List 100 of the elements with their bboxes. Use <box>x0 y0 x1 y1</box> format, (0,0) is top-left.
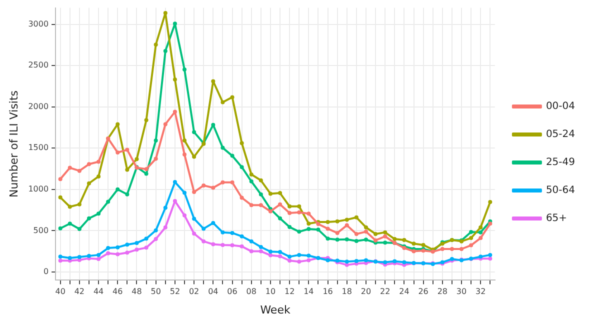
point <box>335 238 340 242</box>
point <box>163 122 168 126</box>
point <box>478 236 483 240</box>
point <box>469 230 474 234</box>
point <box>192 232 196 236</box>
point <box>116 245 120 250</box>
point <box>354 232 358 236</box>
point <box>172 22 177 26</box>
point <box>344 218 349 222</box>
point <box>240 196 244 200</box>
point <box>230 95 234 100</box>
point <box>364 230 368 234</box>
point <box>182 152 187 156</box>
point <box>202 239 206 244</box>
point <box>258 245 263 250</box>
point <box>383 230 388 234</box>
point <box>68 204 72 209</box>
point <box>96 212 101 216</box>
y-tick-label: 2500 <box>28 60 49 70</box>
point <box>392 237 397 242</box>
point <box>249 203 254 208</box>
x-tick-label: 52 <box>170 287 180 296</box>
point <box>249 179 254 184</box>
point <box>412 242 416 246</box>
point <box>106 200 110 204</box>
point <box>154 228 158 232</box>
point <box>268 253 272 258</box>
point <box>96 256 101 261</box>
x-tick-label: 24 <box>399 287 410 296</box>
x-tick-label: 30 <box>456 287 467 296</box>
point <box>220 230 225 234</box>
point <box>450 247 454 251</box>
point <box>383 234 388 238</box>
x-tick-label: 28 <box>437 287 448 296</box>
point <box>125 242 130 247</box>
point <box>306 212 311 216</box>
point <box>163 225 168 230</box>
point <box>211 122 216 127</box>
point <box>383 240 388 245</box>
legend-label: 25-49 <box>546 157 576 168</box>
point <box>306 254 311 258</box>
point <box>211 186 216 190</box>
point <box>288 258 292 263</box>
point <box>202 183 206 188</box>
point <box>68 256 72 260</box>
point <box>77 227 82 232</box>
point <box>326 236 330 241</box>
legend-label: 50-64 <box>546 185 576 196</box>
point <box>297 230 302 234</box>
point <box>230 180 234 184</box>
y-axis-title: Number of ILI Visits <box>7 90 20 198</box>
point <box>240 141 244 146</box>
y-tick-label: 3000 <box>28 19 49 28</box>
y-tick-label: 1000 <box>28 184 49 194</box>
point <box>478 225 483 230</box>
point <box>306 222 311 226</box>
point <box>154 237 158 242</box>
point <box>58 195 62 200</box>
x-tick-label: 26 <box>418 287 428 296</box>
point <box>58 258 62 263</box>
point <box>297 260 302 264</box>
x-tick-label: 02 <box>188 287 200 296</box>
point <box>344 237 349 242</box>
point <box>364 238 368 242</box>
point <box>96 174 101 178</box>
point <box>125 250 130 255</box>
point <box>106 251 110 256</box>
point <box>116 122 120 126</box>
point <box>297 204 302 208</box>
point <box>182 138 187 142</box>
point <box>278 250 282 254</box>
point <box>116 187 120 192</box>
point <box>202 226 206 231</box>
x-tick-label: 22 <box>380 287 390 296</box>
point <box>134 248 139 252</box>
point <box>211 220 216 225</box>
point <box>192 154 196 159</box>
x-tick-label: 12 <box>284 287 295 296</box>
point <box>402 260 406 264</box>
point <box>402 238 406 242</box>
point <box>383 260 388 264</box>
point <box>326 258 330 262</box>
point <box>68 166 72 170</box>
point <box>125 192 130 196</box>
point <box>335 230 340 235</box>
point <box>182 190 187 195</box>
point <box>297 252 302 257</box>
point <box>374 238 378 242</box>
point <box>86 181 91 186</box>
point <box>306 258 311 262</box>
point <box>58 177 62 182</box>
point <box>77 168 82 173</box>
point <box>364 258 368 262</box>
point <box>154 42 158 47</box>
point <box>230 154 234 158</box>
point <box>412 249 416 254</box>
legend-label: 05-24 <box>546 129 576 140</box>
point <box>278 216 282 220</box>
x-tick-label: 40 <box>55 287 66 296</box>
point <box>144 236 148 241</box>
